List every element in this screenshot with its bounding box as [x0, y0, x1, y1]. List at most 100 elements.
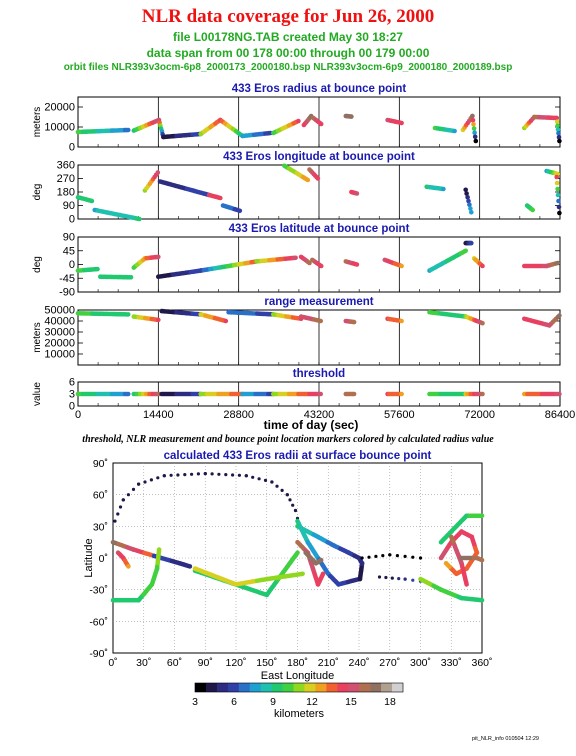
series-segment — [343, 391, 357, 397]
file-info-line: file L00178NG.TAB created May 30 18:27 — [173, 30, 403, 44]
colorbar-swatch — [195, 683, 207, 692]
data-point — [554, 115, 559, 121]
series-segment — [307, 167, 321, 181]
map-point — [187, 564, 193, 569]
data-point — [354, 191, 360, 196]
series-segment — [218, 117, 245, 139]
map-point — [377, 575, 382, 579]
series-segment — [524, 203, 535, 213]
series-segment — [424, 184, 446, 192]
x-axis-label: time of day (sec) — [264, 418, 359, 432]
map-point — [464, 582, 469, 587]
map-point — [285, 493, 289, 497]
orbit-files-line: orbit files NLR393v3ocm-6p8_2000173_2000… — [63, 62, 513, 73]
map-point — [244, 474, 248, 478]
data-point — [467, 202, 472, 208]
map-point — [381, 554, 385, 558]
map-point — [357, 576, 363, 582]
y-axis-label: meters — [32, 107, 43, 138]
data-point — [557, 138, 562, 144]
panel-title: 433 Eros radius at bounce point — [232, 83, 407, 95]
data-point — [318, 263, 324, 269]
data-point — [156, 254, 161, 260]
series-segment — [427, 391, 469, 397]
series-segment — [463, 187, 474, 215]
series-segment — [198, 259, 259, 273]
series-segment — [343, 259, 360, 267]
data-point — [399, 263, 404, 269]
colorbar-swatch — [392, 683, 404, 692]
colorbar-swatch — [260, 683, 272, 692]
data-point — [95, 266, 100, 272]
colorbar-swatch — [271, 683, 283, 692]
data-point — [555, 186, 560, 192]
data-point — [351, 391, 357, 397]
series-segment — [198, 117, 223, 137]
map-point — [300, 571, 305, 577]
data-point — [125, 391, 131, 397]
map-track — [303, 550, 324, 566]
x-tick-label: 14400 — [143, 409, 174, 421]
colorbar-swatch — [337, 683, 349, 692]
map-point — [237, 473, 241, 477]
series-segment — [544, 260, 561, 269]
series-segment — [385, 316, 404, 324]
data-point — [472, 134, 478, 140]
y-tick-label: 10000 — [44, 122, 75, 134]
data-point — [318, 391, 324, 397]
map-y-axis-label: Latitude — [83, 538, 95, 577]
y-axis-label: deg — [32, 184, 43, 201]
series-segment — [310, 257, 324, 269]
map-point — [126, 493, 130, 497]
data-point — [452, 128, 457, 134]
map-point — [203, 472, 207, 476]
map-track — [449, 534, 469, 587]
colorbar-tick-label: 18 — [384, 696, 396, 708]
data-point — [554, 174, 559, 180]
map-point — [275, 484, 279, 488]
series-segment — [131, 314, 161, 323]
y-tick-label: 0 — [69, 401, 75, 413]
panel-title: threshold — [293, 368, 345, 380]
data-point — [463, 187, 469, 193]
map-point — [156, 476, 160, 480]
y-tick-label: 0 — [69, 259, 75, 271]
series-segment — [282, 163, 311, 183]
data-point — [318, 121, 324, 127]
data-point — [399, 391, 404, 397]
series-segment — [75, 311, 131, 317]
map-point — [403, 577, 407, 581]
map-point — [121, 498, 125, 502]
y-tick-label: 30000 — [44, 327, 75, 339]
data-point — [554, 180, 560, 186]
panel-title: range measurement — [264, 296, 373, 308]
data-point — [469, 210, 474, 215]
map-track — [459, 555, 485, 563]
series-segment — [75, 127, 131, 135]
map-point — [479, 513, 485, 519]
map-point — [388, 553, 392, 557]
y-tick-label: 20000 — [44, 102, 75, 114]
data-point — [465, 195, 470, 200]
series-segment — [470, 113, 479, 144]
data-point — [557, 210, 562, 216]
data-point — [463, 248, 469, 254]
time-panel-1: 0 10000 20000 433 Eros radius at bounce poi… — [32, 83, 562, 154]
x-tick-label: 28800 — [223, 409, 254, 421]
colorbar-swatch — [381, 683, 393, 692]
map-point — [113, 519, 117, 523]
series-segment — [271, 118, 301, 136]
x-tick-label: 0 — [75, 409, 81, 421]
series-segment — [298, 254, 312, 266]
data-point — [349, 114, 354, 119]
panel-title: 433 Eros latitude at bounce point — [229, 223, 410, 235]
data-point — [466, 198, 471, 204]
x-tick-label: 72000 — [464, 409, 495, 421]
series-segment — [75, 195, 95, 204]
data-point — [557, 391, 562, 397]
map-point — [479, 557, 485, 563]
series-segment — [220, 203, 243, 214]
data-point — [472, 130, 477, 135]
